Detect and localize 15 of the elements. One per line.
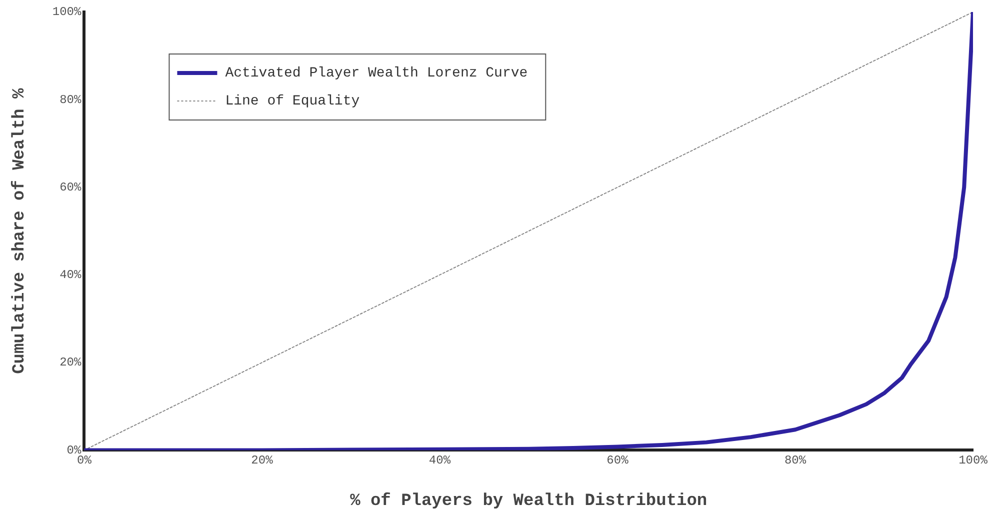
y-tick-label: 60% bbox=[60, 180, 82, 194]
x-tick-label: 80% bbox=[784, 454, 807, 468]
legend-label: Line of Equality bbox=[225, 94, 360, 110]
legend-label: Activated Player Wealth Lorenz Curve bbox=[225, 66, 528, 82]
x-tick-label: 60% bbox=[606, 454, 630, 468]
x-tick-label: 0% bbox=[77, 454, 92, 468]
x-tick-label: 20% bbox=[251, 454, 274, 468]
x-tick-label: 40% bbox=[428, 454, 452, 468]
y-axis-title: Cumulative share of Wealth % bbox=[10, 87, 30, 374]
y-tick-label: 100% bbox=[52, 5, 82, 20]
x-axis-title: % of Players by Wealth Distribution bbox=[350, 492, 708, 512]
y-tick-label: 40% bbox=[60, 268, 82, 282]
y-tick-label: 20% bbox=[60, 356, 82, 370]
x-tick-label: 100% bbox=[958, 454, 988, 468]
y-tick-label: 80% bbox=[60, 92, 82, 107]
